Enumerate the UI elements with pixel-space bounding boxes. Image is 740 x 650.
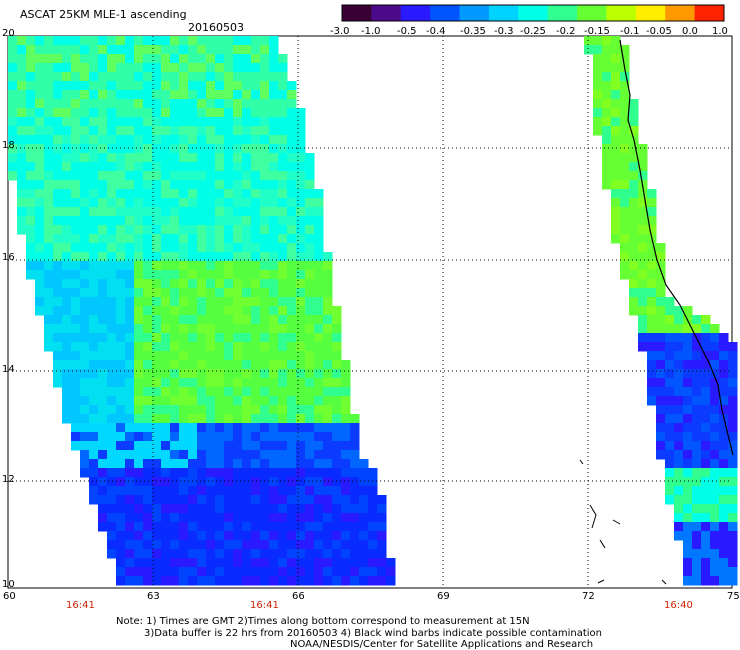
colorbar-swatch	[635, 5, 666, 21]
colorbar-tick: -0.2	[556, 26, 576, 37]
colorbar-tick: -0.3	[494, 26, 514, 37]
lat-label: 18	[2, 140, 15, 151]
colorbar-tick: 1.0	[712, 26, 728, 37]
swath-left	[8, 36, 396, 586]
lon-label: 75	[727, 591, 740, 602]
colorbar-swatch	[547, 5, 578, 21]
pass-time: 16:41	[66, 600, 95, 611]
map-frame	[7, 35, 733, 589]
colorbar-swatch	[400, 5, 431, 21]
colorbar-swatch	[488, 5, 519, 21]
colorbar-swatch	[665, 5, 696, 21]
colorbar-tick: -1.0	[361, 26, 381, 37]
colorbar-tick: -0.25	[520, 26, 546, 37]
lon-label: 63	[147, 591, 160, 602]
map-date: 20160503	[188, 21, 244, 34]
lat-lon-grid	[8, 36, 732, 588]
map-title: ASCAT 25KM MLE-1 ascending	[20, 8, 187, 21]
lon-label: 69	[437, 591, 450, 602]
colorbar-swatch	[694, 5, 725, 21]
colorbar-swatch	[430, 5, 461, 21]
lat-label: 12	[2, 474, 15, 485]
swath-right	[584, 36, 738, 586]
colorbar-tick: -0.5	[397, 26, 417, 37]
lat-label: 16	[2, 252, 15, 263]
colorbar-swatch	[577, 5, 607, 21]
lat-label: 10	[2, 579, 15, 590]
note-line-2: 3)Data buffer is 22 hrs from 20160503 4)…	[144, 628, 602, 639]
colorbar-tick: -0.4	[426, 26, 446, 37]
colorbar-swatch	[606, 5, 637, 21]
lon-label: 72	[582, 591, 595, 602]
colorbar-swatch	[518, 5, 549, 21]
lon-label: 66	[292, 591, 305, 602]
note-line-3: NOAA/NESDIS/Center for Satellite Applica…	[290, 639, 594, 650]
colorbar-tick: -0.1	[620, 26, 640, 37]
colorbar-swatch	[342, 5, 372, 21]
coastline	[619, 39, 734, 456]
lon-label: 60	[3, 591, 16, 602]
colorbar-tick: -0.05	[646, 26, 672, 37]
lat-label: 20	[2, 28, 15, 39]
note-line-1: Note: 1) Times are GMT 2)Times along bot…	[116, 616, 530, 627]
pass-time: 16:41	[250, 600, 279, 611]
colorbar-tick: -0.15	[584, 26, 610, 37]
colorbar-tick: -0.35	[460, 26, 486, 37]
colorbar-swatch	[459, 5, 490, 21]
pass-time: 16:40	[664, 600, 693, 611]
colorbar-swatch	[371, 5, 402, 21]
colorbar	[341, 4, 725, 22]
colorbar-tick: -3.0	[330, 26, 350, 37]
lat-label: 14	[2, 364, 15, 375]
colorbar-tick: 0.0	[682, 26, 698, 37]
coast-fragments	[579, 459, 667, 585]
